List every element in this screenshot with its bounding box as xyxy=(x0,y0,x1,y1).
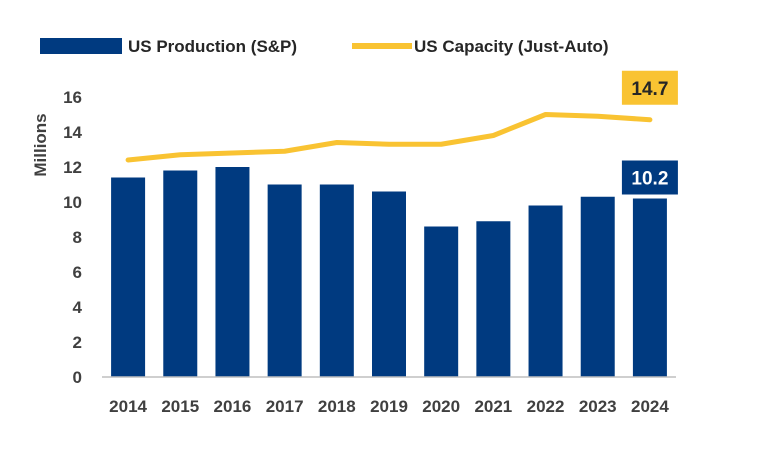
x-tick-labels: 2014 2015 2016 2017 2018 2019 2020 2021 2022 2023… xyxy=(109,397,669,416)
x-tick-label: 2018 xyxy=(318,397,356,416)
y-axis-title: Millions xyxy=(31,113,50,176)
bar-series xyxy=(111,167,667,377)
bar xyxy=(580,196,615,377)
x-tick-label: 2017 xyxy=(266,397,304,416)
bar xyxy=(632,198,667,377)
bar xyxy=(372,191,406,377)
bar xyxy=(267,184,302,377)
y-tick-label: 10 xyxy=(63,193,82,212)
legend: US Production (S&P) US Capacity (Just-Au… xyxy=(40,37,609,56)
bar xyxy=(111,177,146,377)
callout-box xyxy=(621,70,678,105)
callout-label: 10.2 xyxy=(631,169,668,190)
y-tick-label: 0 xyxy=(73,368,82,387)
y-tick-label: 12 xyxy=(63,158,82,177)
capacity-line xyxy=(125,112,653,163)
y-tick-label: 8 xyxy=(73,228,82,247)
x-tick-label: 2021 xyxy=(474,397,512,416)
x-tick-label: 2023 xyxy=(579,397,617,416)
legend-swatch-production xyxy=(40,38,122,54)
callout-label: 14.7 xyxy=(631,79,668,100)
x-tick-label: 2019 xyxy=(370,397,408,416)
bar xyxy=(319,184,354,377)
bar xyxy=(163,170,198,377)
y-tick-label: 4 xyxy=(73,298,83,317)
x-tick-label: 2016 xyxy=(214,397,252,416)
x-tick-label: 2020 xyxy=(422,397,460,416)
y-tick-label: 14 xyxy=(63,123,82,142)
bar xyxy=(215,167,250,377)
y-tick-label: 2 xyxy=(73,333,82,352)
x-tick-label: 2015 xyxy=(161,397,199,416)
y-tick-label: 16 xyxy=(63,88,82,107)
bar xyxy=(476,221,511,377)
legend-label-capacity: US Capacity (Just-Auto) xyxy=(414,37,609,56)
callout-box xyxy=(621,160,678,195)
x-tick-label: 2024 xyxy=(631,397,669,416)
callouts: 14.7 10.2 xyxy=(621,70,678,195)
x-tick-label: 2022 xyxy=(527,397,565,416)
y-tick-labels: 0 2 4 6 8 10 12 14 16 xyxy=(63,88,82,387)
x-tick-label: 2014 xyxy=(109,397,147,416)
legend-label-production: US Production (S&P) xyxy=(128,37,297,56)
bar xyxy=(528,205,563,377)
y-tick-label: 6 xyxy=(73,263,82,282)
bar xyxy=(424,226,459,377)
